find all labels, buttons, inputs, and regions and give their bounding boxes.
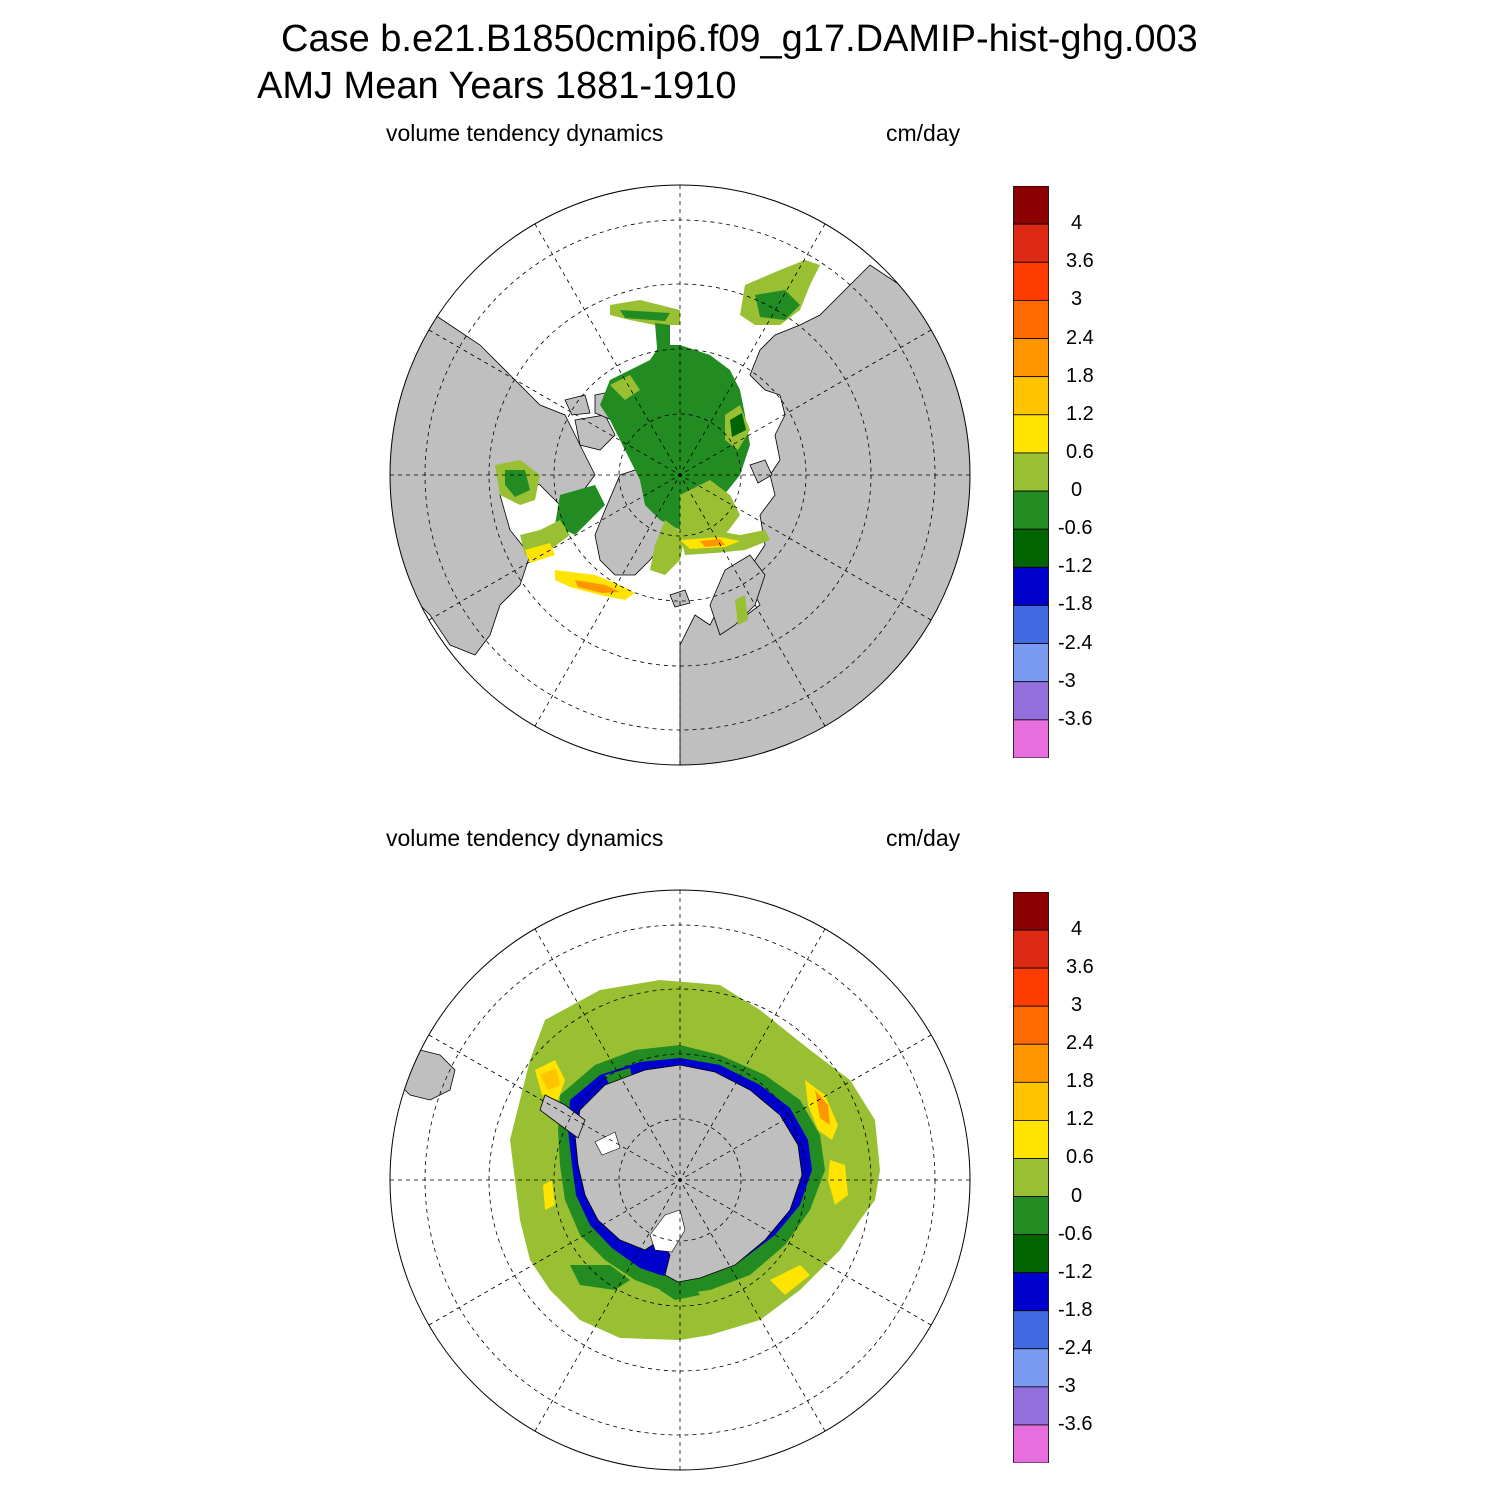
north-colorbar-swatch <box>1013 223 1049 263</box>
south-colorbar-swatch <box>1013 1196 1049 1235</box>
south-colorbar-tick-label: 0 <box>1071 1184 1083 1207</box>
south-polar-map <box>389 889 971 1471</box>
south-colorbar-swatch <box>1013 967 1049 1007</box>
north-colorbar-tick-label: 0.6 <box>1066 440 1094 463</box>
figure-title-line1: Case b.e21.B1850cmip6.f09_g17.DAMIP-hist… <box>281 18 1198 60</box>
north-colorbar <box>1013 186 1049 758</box>
north-colorbar-tick-label: 4 <box>1071 212 1083 235</box>
south-colorbar-swatch <box>1013 1348 1049 1388</box>
north-colorbar-swatch <box>1013 186 1049 225</box>
north-colorbar-swatch <box>1013 605 1049 645</box>
north-panel-variable-label: volume tendency dynamics <box>386 120 664 146</box>
south-colorbar <box>1013 892 1049 1463</box>
north-sea-ice <box>495 260 820 625</box>
antarctica-land <box>574 1064 803 1283</box>
south-colorbar-tick-label: 1.2 <box>1066 1108 1094 1131</box>
north-colorbar-tick-label: -0.6 <box>1058 517 1093 540</box>
north-colorbar-swatch <box>1013 681 1049 721</box>
north-colorbar-tick-label: -3.6 <box>1058 707 1093 730</box>
south-graticule <box>390 890 970 1470</box>
north-colorbar-swatch <box>1013 414 1049 454</box>
south-colorbar-tick-label: 3.6 <box>1066 956 1094 979</box>
north-colorbar-tick-label: 0 <box>1071 479 1083 502</box>
north-colorbar-swatch <box>1013 338 1049 378</box>
north-colorbar-tick-label: -1.2 <box>1058 555 1093 578</box>
south-colorbar-swatch <box>1013 1005 1049 1045</box>
south-colorbar-tick-label: -0.6 <box>1058 1222 1093 1245</box>
north-colorbar-tick-label: -2.4 <box>1058 631 1093 654</box>
south-colorbar-swatch <box>1013 1119 1049 1159</box>
south-colorbar-swatch <box>1013 1272 1049 1312</box>
south-colorbar-swatch <box>1013 929 1049 969</box>
south-panel-units-label: cm/day <box>886 825 961 851</box>
south-colorbar-tick-label: -1.2 <box>1058 1260 1093 1283</box>
south-colorbar-swatch <box>1013 1424 1049 1463</box>
north-colorbar-tick-label: 3 <box>1071 288 1083 311</box>
north-colorbar-tick-label: -3 <box>1058 669 1076 692</box>
north-polar-map <box>389 184 971 766</box>
north-colorbar-swatch <box>1013 566 1049 606</box>
south-colorbar-tick-label: 2.4 <box>1066 1032 1094 1055</box>
north-colorbar-tick-label: 1.8 <box>1066 364 1094 387</box>
south-colorbar-tick-label: -1.8 <box>1058 1298 1093 1321</box>
south-colorbar-tick-label: 4 <box>1071 918 1083 941</box>
north-colorbar-swatch <box>1013 528 1049 568</box>
north-colorbar-swatch <box>1013 300 1049 339</box>
south-panel-variable-label: volume tendency dynamics <box>386 825 664 851</box>
north-colorbar-swatch <box>1013 490 1049 530</box>
south-colorbar-swatch <box>1013 1043 1049 1083</box>
figure-title-line2: AMJ Mean Years 1881-1910 <box>257 65 737 107</box>
north-graticule <box>390 185 970 765</box>
south-colorbar-tick-label: -2.4 <box>1058 1336 1093 1359</box>
north-colorbar-swatch <box>1013 719 1049 758</box>
south-colorbar-swatch <box>1013 1386 1049 1426</box>
south-colorbar-tick-label: -3.6 <box>1058 1412 1093 1435</box>
north-colorbar-tick-label: -1.8 <box>1058 593 1093 616</box>
south-colorbar-tick-label: -3 <box>1058 1374 1076 1397</box>
south-colorbar-swatch <box>1013 1158 1049 1197</box>
south-colorbar-swatch <box>1013 1081 1049 1121</box>
south-colorbar-tick-label: 0.6 <box>1066 1146 1094 1169</box>
north-panel-units-label: cm/day <box>886 120 961 146</box>
south-colorbar-swatch <box>1013 1310 1049 1350</box>
north-colorbar-swatch <box>1013 643 1049 683</box>
south-colorbar-tick-label: 1.8 <box>1066 1070 1094 1093</box>
south-colorbar-tick-label: 3 <box>1071 994 1083 1017</box>
north-colorbar-tick-label: 3.6 <box>1066 250 1094 273</box>
north-colorbar-swatch <box>1013 452 1049 492</box>
antarctic-peninsula <box>539 1094 586 1139</box>
south-colorbar-swatch <box>1013 1234 1049 1274</box>
north-colorbar-swatch <box>1013 261 1049 301</box>
north-colorbar-swatch <box>1013 376 1049 416</box>
north-colorbar-tick-label: 2.4 <box>1066 326 1094 349</box>
south-colorbar-swatch <box>1013 892 1049 931</box>
north-colorbar-tick-label: 1.2 <box>1066 402 1094 425</box>
